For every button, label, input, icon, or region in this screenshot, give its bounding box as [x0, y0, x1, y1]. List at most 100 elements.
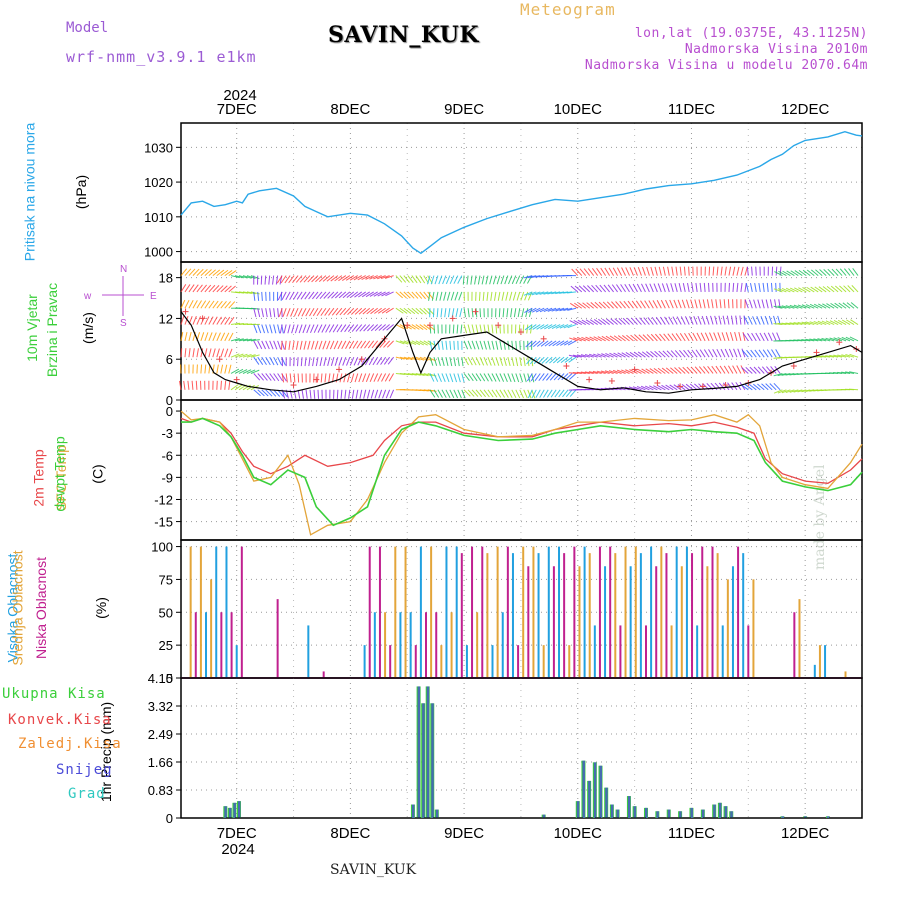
- wind-barb: [582, 320, 590, 325]
- wind-barb: [441, 308, 442, 317]
- wind-barb: [486, 276, 488, 285]
- precip-bar-snow: [577, 801, 580, 818]
- wind-barb: [437, 308, 438, 317]
- wind-barb: [602, 336, 610, 341]
- wind-barb: [322, 325, 326, 333]
- wind-barb: [379, 325, 386, 331]
- bottom-day-label: 12DEC: [781, 825, 830, 842]
- wind-barb: [493, 276, 496, 285]
- wind-barb: [189, 300, 193, 308]
- wind-barb: [497, 276, 500, 285]
- wind-barb: [578, 320, 586, 324]
- wind-barb: [706, 316, 709, 325]
- wind-barb: [517, 292, 520, 301]
- wind-barb: [278, 341, 281, 349]
- wind-barb: [338, 276, 345, 281]
- wind-barb: [496, 373, 500, 381]
- wind-barb: [514, 308, 515, 317]
- precip-bar-snow: [229, 808, 232, 818]
- wind-barb: [641, 284, 645, 292]
- top-day-label: 8DEC: [330, 101, 370, 118]
- wind-barb: [691, 300, 694, 309]
- wind-barb: [331, 276, 338, 281]
- wind-barb: [434, 373, 438, 381]
- wind-barb: [225, 333, 229, 341]
- wind-barb: [741, 267, 743, 276]
- wind-barb: [458, 373, 461, 382]
- wind-barb: [270, 325, 272, 334]
- wind-barb: [709, 333, 713, 341]
- wind-barb: [645, 301, 650, 309]
- y-tick-label: 100: [151, 540, 173, 555]
- wind-barb: [518, 308, 520, 317]
- wind-barb: [626, 352, 634, 357]
- wind-barb: [569, 357, 576, 362]
- precip-bar-snow: [713, 805, 716, 818]
- wind-barb: [594, 319, 601, 324]
- wind-barb: [708, 283, 709, 292]
- precip-bar-snow: [233, 803, 236, 818]
- panel-frame: [181, 540, 862, 678]
- wind-barb: [533, 325, 541, 330]
- wind-barb: [733, 267, 735, 276]
- wind-barb: [686, 300, 689, 309]
- wind-barb: [389, 373, 394, 381]
- wind-barb: [499, 308, 500, 317]
- wind-barb: [733, 366, 737, 374]
- wind-barb: [221, 381, 222, 390]
- wind-barb: [262, 325, 265, 334]
- wind-barb: [540, 390, 545, 398]
- wind-barb: [383, 325, 390, 331]
- wind-barb: [217, 333, 221, 341]
- wind-barb: [464, 325, 466, 334]
- wind-barb: [235, 385, 242, 390]
- bottom-day-label: 11DEC: [668, 825, 715, 842]
- wind-barb: [286, 292, 290, 300]
- wind-barb: [325, 373, 326, 382]
- wind-barb: [434, 325, 435, 334]
- wind-barb: [727, 316, 729, 325]
- wind-barb: [508, 357, 510, 366]
- precip-bar-snow: [600, 766, 603, 818]
- wind-barb: [258, 341, 262, 349]
- wind-barb: [553, 341, 561, 346]
- precip-bar-snow: [781, 816, 784, 818]
- wind-barb: [221, 365, 223, 374]
- wind-barb: [488, 341, 490, 350]
- wind-barb: [313, 357, 314, 366]
- wind-barb: [296, 341, 298, 350]
- wind-barb: [649, 386, 657, 390]
- precip-bar-snow: [427, 686, 430, 818]
- bottom-day-labels: 7DEC 8DEC 9DEC 10DEC 11DEC 12DEC: [217, 825, 830, 842]
- y-tick-label: 18: [159, 271, 173, 286]
- wind-barb: [717, 349, 721, 357]
- precip-bar-snow: [594, 762, 597, 818]
- wind-barb: [352, 390, 353, 399]
- wind-barb: [434, 357, 437, 366]
- wind-barb: [336, 373, 338, 382]
- wind-barb: [450, 390, 454, 398]
- wind-barb: [480, 308, 481, 317]
- wind-barb: [704, 283, 705, 292]
- wind-barb: [270, 357, 274, 365]
- precip-bar-snow: [436, 810, 439, 818]
- wind-barb: [317, 373, 318, 382]
- wind-barb: [512, 373, 515, 381]
- wind-barb: [505, 276, 508, 284]
- wind-barb: [787, 271, 795, 276]
- wind-barb: [464, 341, 468, 349]
- wind-barb: [335, 357, 338, 366]
- wind-barb: [570, 321, 578, 325]
- wind-barb: [492, 357, 495, 365]
- wind-barb: [520, 276, 524, 284]
- wind-barb: [472, 357, 476, 365]
- wind-barb: [610, 336, 618, 341]
- wind-barb: [516, 390, 520, 398]
- wind-barb: [737, 366, 741, 374]
- wind-barb: [464, 308, 465, 317]
- wind-barb: [318, 325, 322, 333]
- wind-barb: [524, 373, 526, 382]
- panel-frame: [181, 123, 862, 262]
- wind-barb: [299, 325, 302, 334]
- wind-barb: [657, 385, 665, 389]
